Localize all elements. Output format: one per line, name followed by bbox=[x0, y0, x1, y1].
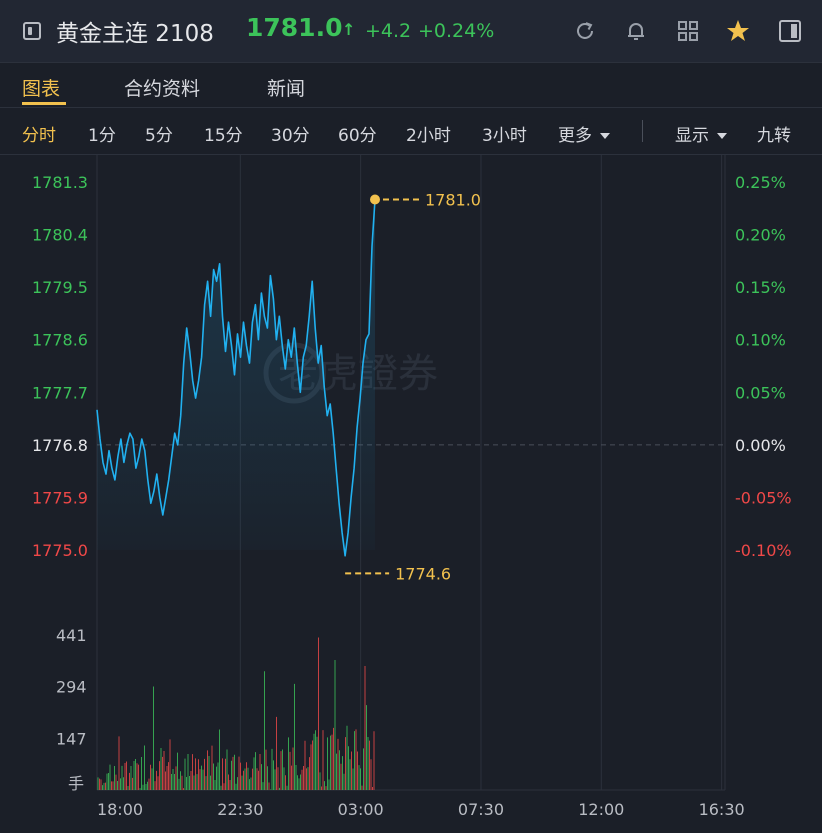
sidebar-icon[interactable] bbox=[777, 18, 803, 44]
percent-tick-label: 0.15% bbox=[735, 278, 786, 297]
display-label: 显示 bbox=[675, 126, 709, 146]
price-tick-label: 1777.7 bbox=[32, 383, 88, 402]
time-tick-label: 07:30 bbox=[458, 800, 504, 819]
star-icon[interactable] bbox=[725, 18, 751, 44]
price-tick-label: 1780.4 bbox=[32, 226, 88, 245]
price-tick-label: 1776.8 bbox=[32, 436, 88, 455]
volume-series bbox=[97, 637, 375, 790]
period-intraday[interactable]: 分时 bbox=[22, 126, 56, 146]
time-tick-label: 22:30 bbox=[217, 800, 263, 819]
nine-turn-toggle[interactable]: 九转 bbox=[757, 126, 791, 146]
quote-header: 黄金主连 2108 1781.0 ↑ +4.2 +0.24% bbox=[0, 0, 822, 63]
price-tick-label: 1775.9 bbox=[32, 488, 88, 507]
price-axis: 1781.3 1780.4 1779.5 1778.6 1777.7 1776.8 1775… bbox=[32, 173, 88, 560]
tab-contract-info[interactable]: 合约资料 bbox=[124, 78, 201, 100]
divider bbox=[642, 120, 643, 142]
high-price-label: 1781.0 bbox=[425, 191, 481, 210]
period-1m[interactable]: 1分 bbox=[88, 126, 116, 146]
price-area bbox=[97, 199, 375, 556]
percent-tick-label: -0.05% bbox=[735, 488, 792, 507]
more-periods-dropdown[interactable]: 更多 bbox=[558, 121, 610, 146]
volume-axis: 441 294 147 手 bbox=[56, 626, 87, 793]
price-tick-label: 1778.6 bbox=[32, 331, 88, 350]
tab-news[interactable]: 新闻 bbox=[267, 78, 306, 100]
grid-icon[interactable] bbox=[675, 18, 701, 44]
period-30m[interactable]: 30分 bbox=[271, 126, 310, 146]
time-tick-label: 16:30 bbox=[699, 800, 745, 819]
price-tick-label: 1775.0 bbox=[32, 541, 88, 560]
chevron-down-icon bbox=[717, 133, 727, 139]
price-line bbox=[96, 199, 376, 557]
time-tick-label: 18:00 bbox=[97, 800, 143, 819]
refresh-icon[interactable] bbox=[572, 18, 598, 44]
section-tabs: 图表 合约资料 新闻 bbox=[0, 63, 822, 108]
volume-tick-label: 147 bbox=[56, 729, 87, 748]
collapse-panel-icon[interactable] bbox=[23, 22, 41, 40]
percent-tick-label: 0.05% bbox=[735, 383, 786, 402]
time-axis: 18:00 22:30 03:00 07:30 12:00 16:30 bbox=[97, 800, 745, 819]
price-tick-label: 1779.5 bbox=[32, 278, 88, 297]
percent-tick-label: 0.20% bbox=[735, 226, 786, 245]
period-5m[interactable]: 5分 bbox=[145, 126, 173, 146]
high-marker bbox=[370, 194, 380, 205]
up-arrow-icon: ↑ bbox=[342, 20, 356, 39]
more-label: 更多 bbox=[558, 126, 592, 146]
volume-tick-label: 294 bbox=[56, 678, 87, 697]
percent-tick-label: 0.10% bbox=[735, 331, 786, 350]
percent-axis: 0.25% 0.20% 0.15% 0.10% 0.05% 0.00% -0.05% -0.1… bbox=[735, 173, 792, 560]
chevron-down-icon bbox=[600, 133, 610, 139]
price-change-percent: +0.24% bbox=[418, 20, 495, 42]
time-tick-label: 12:00 bbox=[578, 800, 624, 819]
percent-tick-label: 0.25% bbox=[735, 173, 786, 192]
period-60m[interactable]: 60分 bbox=[338, 126, 377, 146]
period-2h[interactable]: 2小时 bbox=[406, 126, 451, 146]
instrument-title: 黄金主连 2108 bbox=[56, 21, 214, 47]
last-price: 1781.0 bbox=[246, 13, 343, 42]
time-tick-label: 03:00 bbox=[338, 800, 384, 819]
percent-tick-label: 0.00% bbox=[735, 436, 786, 455]
period-selector: 分时 1分 5分 15分 30分 60分 2小时 3小时 更多 显示 九转 bbox=[0, 108, 822, 155]
period-15m[interactable]: 15分 bbox=[204, 126, 243, 146]
period-3h[interactable]: 3小时 bbox=[482, 126, 527, 146]
volume-tick-label: 441 bbox=[56, 626, 87, 645]
price-change: +4.2 bbox=[365, 20, 412, 42]
intraday-chart[interactable]: 老虎證券 1781.31780.41779.51778.61777.71776.… bbox=[0, 155, 822, 833]
percent-tick-label: -0.10% bbox=[735, 541, 792, 560]
price-series: 1781.0 1774.6 bbox=[96, 191, 481, 583]
tab-chart[interactable]: 图表 bbox=[22, 78, 61, 100]
display-dropdown[interactable]: 显示 bbox=[675, 121, 727, 146]
low-price-label: 1774.6 bbox=[395, 564, 451, 583]
active-tab-indicator bbox=[22, 102, 66, 105]
bell-icon[interactable] bbox=[623, 18, 649, 44]
volume-unit-label: 手 bbox=[68, 774, 84, 793]
price-tick-label: 1781.3 bbox=[32, 173, 88, 192]
